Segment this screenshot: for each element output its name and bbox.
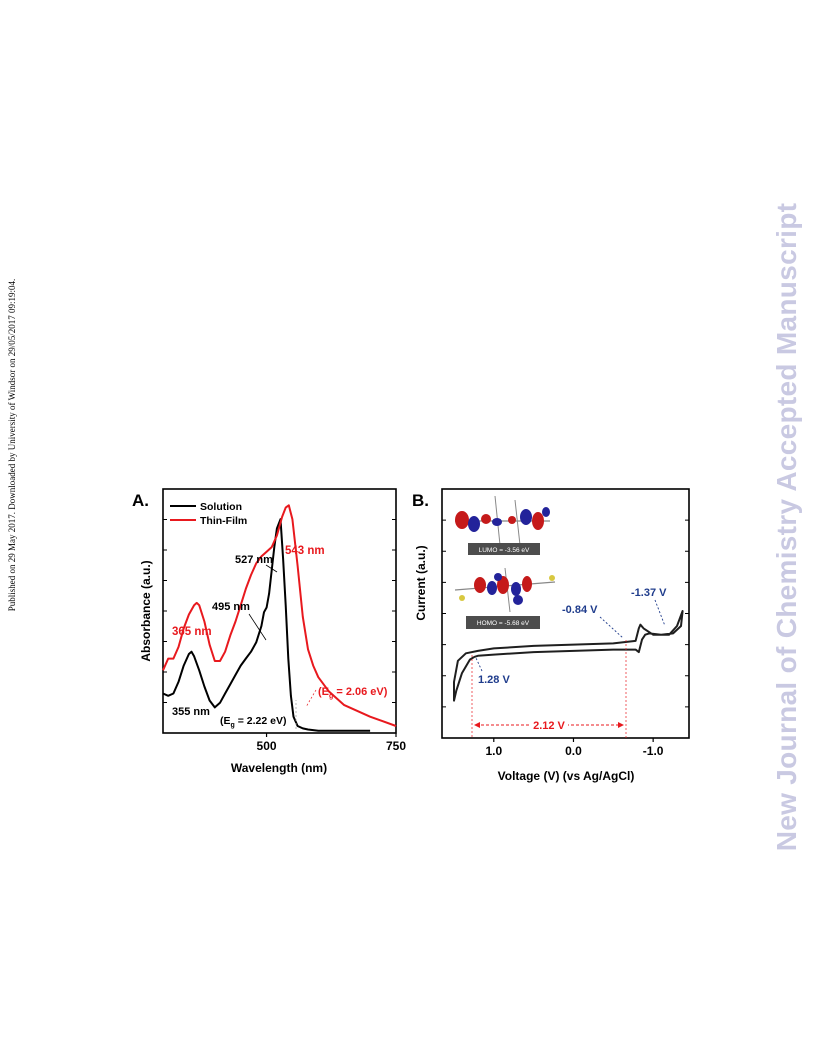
- homo-inset: HOMO = -5.68 eV: [454, 567, 556, 629]
- annot-355nm: 355 nm: [172, 706, 210, 718]
- legend-label-thin-film: Thin-Film: [200, 515, 247, 527]
- lumo-label: LUMO = -3.56 eV: [479, 547, 530, 554]
- annot-1-28v-arrow: [475, 657, 483, 672]
- annot-527-arrow: [265, 564, 278, 573]
- lumo-molecule-icon: [455, 495, 550, 546]
- x-axis-label-a: Wavelength (nm): [231, 761, 327, 775]
- panel-b: B. Voltage (V) (vs Ag/AgCl) Current (a.u…: [412, 488, 690, 783]
- x-tick-label-b-1: 0.0: [565, 744, 582, 758]
- homo-label: HOMO = -5.68 eV: [477, 620, 530, 627]
- panel-b-label: B.: [412, 491, 429, 510]
- annot-eg-film-guide: [305, 689, 317, 708]
- annot-543nm: 543 nm: [285, 545, 325, 557]
- annotations-a: 543 nm 527 nm 495 nm 365 nm 355 nm (Eg =…: [172, 545, 388, 729]
- annot-minus-0-84v-arrow: [599, 616, 624, 639]
- legend-a: Solution Thin-Film: [170, 501, 247, 527]
- annot-minus-1-37v-arrow: [654, 599, 666, 627]
- annot-eg-solution: (Eg = 2.22 eV): [220, 715, 286, 729]
- annot-495-arrow: [248, 613, 267, 641]
- lumo-label-box: [468, 543, 540, 555]
- annot-minus-0-84v: -0.84 V: [562, 604, 598, 616]
- annot-2-12v: 2.12 V: [533, 720, 565, 732]
- gap-label-bg: [530, 717, 568, 731]
- x-tick-label-b-0: 1.0: [485, 744, 502, 758]
- annotations-b: -1.37 V -0.84 V 1.28 V 2.12 V: [471, 587, 667, 738]
- annot-365nm: 365 nm: [172, 626, 212, 638]
- homo-label-box: [466, 616, 540, 629]
- y-axis-label-a: Absorbance (a.u.): [139, 560, 153, 661]
- series-line-b-0: [453, 610, 684, 702]
- x-tick-label-b-2: -1.0: [643, 744, 664, 758]
- gap-arrow-head-left: [474, 722, 480, 728]
- annot-eg-film: (Eg = 2.06 eV): [318, 686, 388, 700]
- panel-a-label: A.: [132, 491, 149, 510]
- annot-1-28v: 1.28 V: [478, 674, 510, 686]
- x-tick-label-a-1: 750: [386, 739, 406, 753]
- lumo-inset: LUMO = -3.56 eV: [455, 495, 550, 555]
- homo-molecule-icon: [454, 567, 556, 613]
- annot-527nm: 527 nm: [235, 554, 273, 566]
- series-line-a-thin-film: [162, 504, 397, 727]
- y-axis-label-b: Current (a.u.): [414, 545, 428, 620]
- x-tick-label-a-0: 500: [257, 739, 277, 753]
- panel-a: A. Wavelength (nm) Absorbance (a.u.) 500…: [132, 488, 406, 775]
- x-axis-label-b: Voltage (V) (vs Ag/AgCl): [498, 769, 635, 783]
- gap-arrow-head-right: [618, 722, 624, 728]
- series-line-a-solution: [162, 518, 371, 732]
- annot-495nm: 495 nm: [212, 601, 250, 613]
- legend-label-solution: Solution: [200, 501, 242, 513]
- annot-minus-1-37v: -1.37 V: [631, 587, 667, 599]
